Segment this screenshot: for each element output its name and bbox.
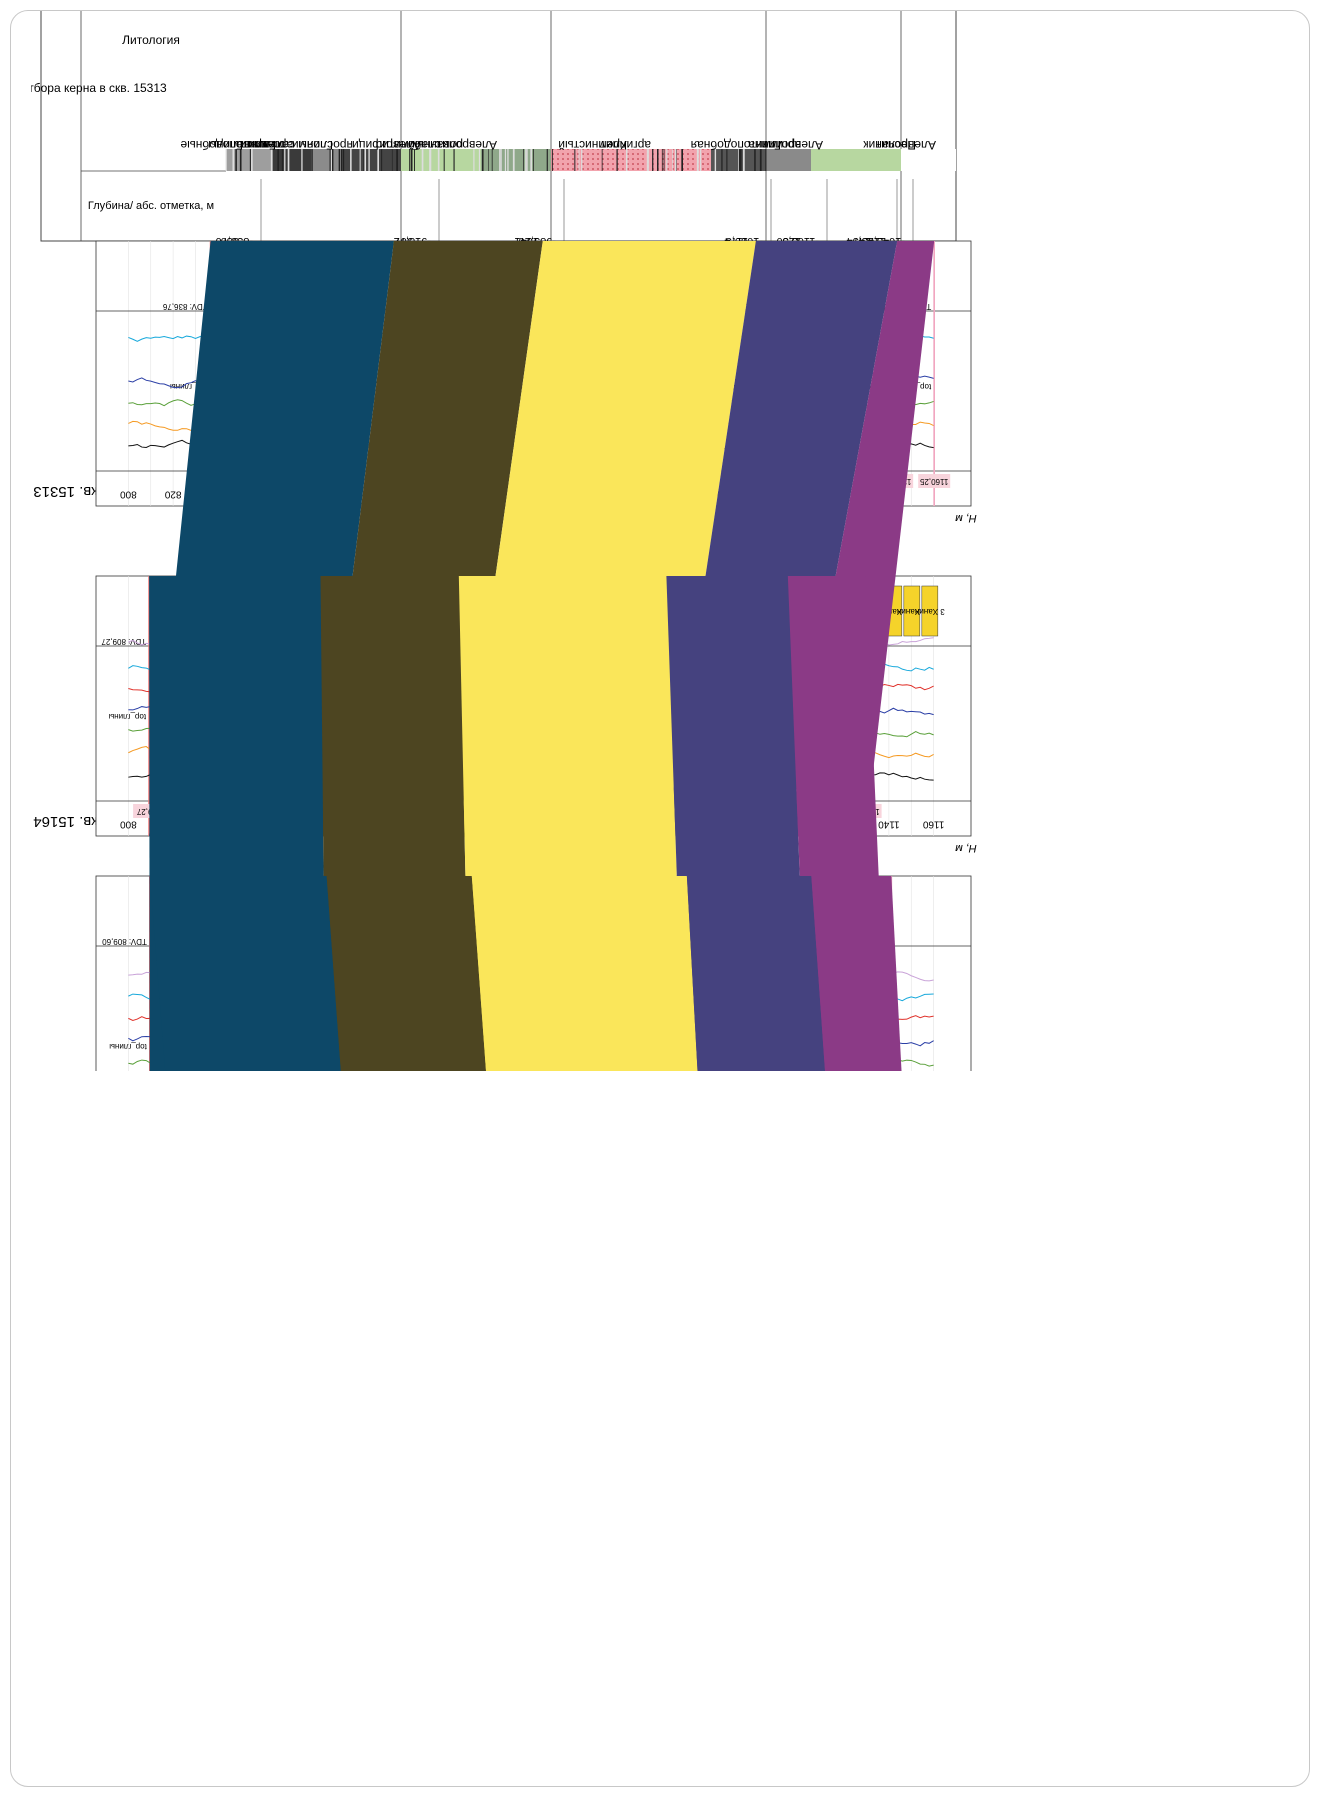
lithology-ganka-0: Глины bbox=[208, 138, 243, 152]
stratigraphy-table: ПодсвитаСвитаЯрусОтделВЕРХНЯЯНИЖНЯЯГАНЬК… bbox=[31, 11, 957, 247]
zone-label: 3 Ханин bbox=[915, 607, 945, 616]
lithology-strip-cell bbox=[271, 149, 311, 171]
zone-box bbox=[921, 585, 939, 637]
depth-unit: H, м bbox=[955, 512, 977, 524]
correlation-band-2-2 bbox=[471, 876, 720, 1071]
top-label: top_глины bbox=[170, 382, 208, 391]
depth-tick-label: 1160 bbox=[922, 818, 944, 829]
lithology-pokur-1: Алевролит bbox=[875, 138, 936, 152]
lithology-kuzn-2: Алевролит bbox=[762, 138, 823, 152]
depth-label: Глубина/ абс. отметка, м bbox=[88, 200, 214, 212]
lithology-strip-cell bbox=[811, 149, 901, 171]
correlation-band-2-1 bbox=[326, 876, 516, 1071]
top-value: 1160,25 bbox=[919, 477, 948, 486]
lithology-kuzn-0: Глина bbox=[748, 138, 781, 152]
lithology-upper_ber-2: рованный bbox=[408, 138, 463, 152]
lithology-pokur-0: Песчаник bbox=[863, 138, 916, 152]
depth-tick-label: 820 bbox=[164, 488, 181, 499]
top-label: top_глины bbox=[108, 712, 146, 721]
tdv-label: TDV: 836,76 bbox=[162, 302, 207, 311]
lithology-ganka-1: Глины bbox=[241, 138, 276, 152]
correlation-diagram: ПодсвитаСвитаЯрусОтделВЕРХНЯЯНИЖНЯЯГАНЬК… bbox=[31, 11, 977, 1071]
tdv-label: TDV: 809,60 bbox=[102, 937, 147, 946]
lithology-strip-cell bbox=[311, 149, 341, 171]
lithology-kuzn-1: аргиллитоподобная bbox=[691, 138, 801, 152]
tdv-label: TDV: 809,27 bbox=[101, 637, 146, 646]
correlation-band-2-0 bbox=[149, 876, 371, 1071]
lithology-label: Литология bbox=[122, 33, 180, 47]
core-title: Результаты отбора керна в скв. 15313 bbox=[31, 81, 167, 95]
lithology-strip-cell bbox=[766, 149, 811, 171]
lithology-upper_ber-1: слаболитифици- bbox=[348, 138, 441, 152]
depth-tick-label: 800 bbox=[120, 818, 137, 829]
zone-box bbox=[903, 585, 921, 637]
top-label: top_глины bbox=[109, 1042, 147, 1051]
lithology-ganka-2: аргиллитоподобные bbox=[180, 138, 293, 152]
depth-tick-label: 800 bbox=[120, 488, 137, 499]
lithology-lower_ber-1: аргиллит bbox=[600, 138, 651, 152]
lithology-strip-cell bbox=[226, 149, 271, 171]
well-name: Скв. 15164 bbox=[33, 813, 108, 830]
lithology-ganka-4: прослоями алеврита bbox=[236, 138, 353, 152]
lithology-strip-cell bbox=[551, 149, 711, 171]
lithology-ganka-3: Глины с тонкими bbox=[240, 138, 333, 152]
lithology-strip-cell bbox=[401, 149, 481, 171]
correlation-band-2-4 bbox=[811, 876, 923, 1071]
zone-label: 5 Ханин bbox=[879, 607, 909, 616]
lithology-upper_ber-0: Алеврит bbox=[374, 138, 421, 152]
lithology-lower_ber-0: Кремнистый bbox=[558, 138, 627, 152]
correlation-band-2-3 bbox=[686, 876, 854, 1071]
top-value-bg bbox=[918, 474, 951, 488]
well-name: Скв. 15313 bbox=[33, 483, 108, 500]
well-correlation-panel: ПодсвитаСвитаЯрусОтделВЕРХНЯЯНИЖНЯЯГАНЬК… bbox=[31, 11, 1097, 1071]
lithology-strip-cell bbox=[341, 149, 401, 171]
depth-tick-label: 1140 bbox=[878, 818, 900, 829]
correlation-bands bbox=[149, 241, 935, 1071]
depth-unit: H, м bbox=[955, 842, 977, 854]
lithology-strip-cell bbox=[901, 149, 956, 171]
top-value: 809,27 bbox=[136, 807, 161, 816]
lithology-upper_ber-3: Алевролит bbox=[436, 138, 497, 152]
figure-frame: ПодсвитаСвитаЯрусОтделВЕРХНЯЯНИЖНЯЯГАНЬК… bbox=[10, 10, 1310, 1787]
zone-label: 5 Ханин bbox=[897, 607, 927, 616]
